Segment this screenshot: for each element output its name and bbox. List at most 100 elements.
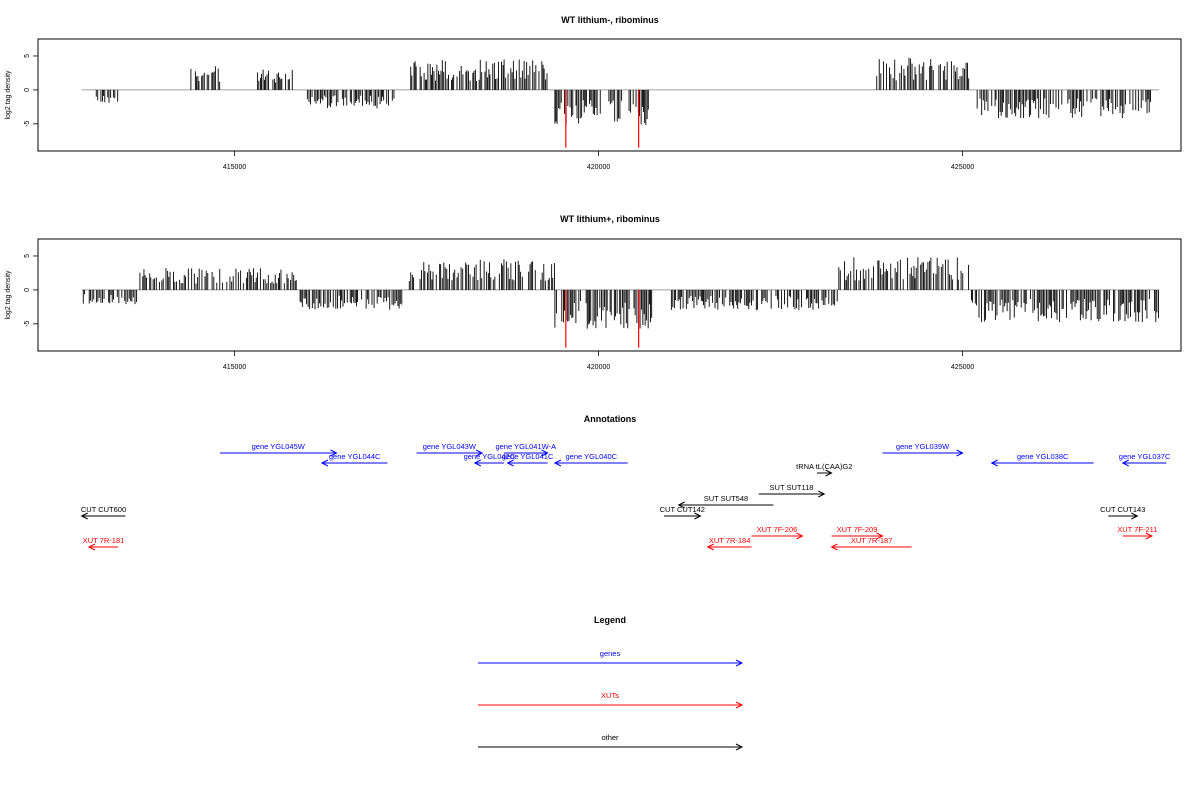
feature-label: gene YGL040C [566,452,618,461]
feature-arrow-head [475,449,484,457]
y-tick-label: 5 [24,54,31,58]
plot-frame [37,238,1182,352]
feature-arrow-head [330,449,338,457]
legend-arrow-head [735,743,744,751]
feature-arrow-head [1131,512,1139,520]
annotation-feature: SUT SUT548 [677,494,774,509]
y-tick-label: 0 [24,288,31,292]
feature-label: gene YGL045W [252,442,306,451]
legend-item-xuts: XUTs [478,691,744,709]
feature-arrow-head [694,512,702,520]
feature-label: CUT CUT143 [1100,505,1145,514]
legend: Legend genes XUTs other [478,615,744,751]
feature-arrow-head [506,459,514,467]
feature-arrow-head [1145,532,1153,540]
legend-label: XUTs [601,691,619,700]
legend-item-genes: genes [478,649,744,667]
feature-arrow-head [990,459,998,467]
legend-items: genes XUTs other [478,649,744,751]
feature-label: XUT 7F-206 [757,525,798,534]
annotation-feature: gene YGL041C [502,452,554,467]
feature-label: SUT SUT118 [770,483,814,492]
feature-label: XUT 7F-211 [1117,525,1157,534]
annotation-feature: gene YGL039W [882,442,964,457]
annotation-feature: gene YGL042C [464,452,516,467]
annotation-feature: CUT CUT142 [660,505,705,520]
y-tick-label: -5 [24,121,31,127]
y-axis-label: log2 tag density [5,270,12,320]
annotation-feature: CUT CUT600 [80,505,126,520]
feature-label: gene YGL041C [502,452,554,461]
annotation-feature: gene YGL041W-A [495,442,556,457]
annotation-feature: gene YGL037C [1119,452,1171,467]
annotation-feature: SUT SUT118 [758,483,826,498]
signal-bars [81,57,1160,148]
legend-item-other: other [478,733,744,751]
legend-arrow-head [735,659,744,667]
feature-arrow-head [825,469,833,477]
feature-arrow-head [706,543,715,551]
track-panel-lithium-minus: WT lithium-, ribominus log2 tag density … [5,15,1182,171]
plot-frame [37,38,1182,152]
feature-arrow-head [818,490,826,498]
x-tick-label: 415000 [223,164,246,171]
panel-title: WT lithium+, ribominus [560,214,660,224]
feature-label: gene YGL039W [896,442,950,451]
annotation-feature: tRNA tL(CAA)G2 [796,462,852,477]
feature-arrow-head [80,512,88,520]
feature-label: gene YGL044C [329,452,381,461]
feature-arrow-head [320,459,329,467]
feature-label: gene YGL041W-A [495,442,556,451]
feature-label: gene YGL043W [423,442,477,451]
feature-arrow-head [830,543,838,551]
x-tick-label: 425000 [951,364,974,371]
feature-arrow-head [473,459,482,467]
feature-arrow-head [677,501,685,509]
feature-label: gene YGL042C [464,452,516,461]
feature-label: XUT 7F-209 [837,525,878,534]
feature-arrow-head [956,449,964,457]
x-tick-label: 420000 [587,164,610,171]
feature-label: CUT CUT600 [81,505,126,514]
y-axis-label: log2 tag density [5,70,12,120]
annotation-feature: gene YGL044C [320,452,388,467]
feature-label: gene YGL038C [1017,452,1069,461]
feature-arrow-head [876,532,884,540]
annotation-feature: XUT 7R-181 [83,536,125,551]
feature-arrow-head [553,459,562,467]
feature-label: tRNA tL(CAA)G2 [796,462,852,471]
panel-title: WT lithium-, ribominus [561,15,659,25]
annotation-feature: XUT 7R-184 [706,536,752,551]
legend-label: other [601,733,619,742]
axes: 415000 420000 425000 5 0 -5 [24,254,974,371]
annotation-feature: gene YGL045W [220,442,338,457]
annotation-feature: XUT 7R-187 [830,536,912,551]
y-tick-label: 0 [24,88,31,92]
feature-label: CUT CUT142 [660,505,705,514]
feature-arrow-head [541,449,549,457]
annotation-feature: gene YGL038C [990,452,1094,467]
legend-label: genes [600,649,621,658]
annotation-feature: gene YGL040C [553,452,628,467]
annotation-feature: CUT CUT143 [1100,505,1145,520]
feature-arrow-head [796,532,804,540]
feature-label: XUT 7R-181 [83,536,125,545]
annotations-panel: Annotations gene YGL045W gene YGL044C gene… [80,414,1171,551]
track-panel-lithium-plus: WT lithium+, ribominus log2 tag density … [5,214,1182,371]
y-tick-label: -5 [24,321,31,327]
annotation-feature: gene YGL043W [416,442,484,457]
feature-label: gene YGL037C [1119,452,1171,461]
x-tick-label: 425000 [951,164,974,171]
legend-arrow-head [735,701,744,709]
feature-label: XUT 7R-184 [709,536,751,545]
x-tick-label: 420000 [587,364,610,371]
x-tick-label: 415000 [223,364,246,371]
legend-title: Legend [594,615,626,625]
signal-bars [81,257,1160,348]
feature-label: XUT 7R-187 [851,536,893,545]
feature-label: SUT SUT548 [704,494,748,503]
feature-arrow-head [87,543,96,551]
annotation-feature: XUT 7F-209 [831,525,884,540]
